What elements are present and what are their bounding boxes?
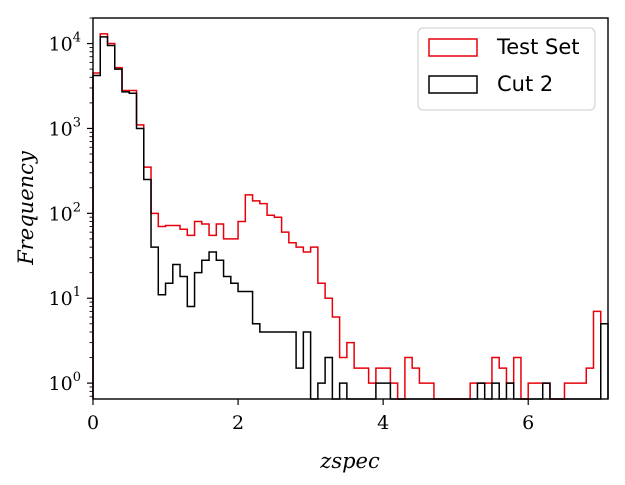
legend-label-cut-2: Cut 2 <box>497 72 553 96</box>
legend-box <box>417 27 596 111</box>
x-tick-label: 0 <box>87 412 99 434</box>
y-tick-label: 101 <box>49 285 81 310</box>
x-tick-label: 6 <box>522 412 534 434</box>
legend-label-test-set: Test Set <box>496 35 580 59</box>
legend-swatch-cut-2 <box>428 75 478 94</box>
x-axis: 0 2 4 6 <box>87 399 534 434</box>
y-tick-label: 102 <box>49 200 81 225</box>
legend-swatch-test-set <box>428 38 478 57</box>
x-axis-label: zspec <box>319 449 380 473</box>
legend: Test Set Cut 2 <box>417 27 596 111</box>
y-tick-label: 103 <box>49 115 81 140</box>
x-tick-label: 4 <box>377 412 389 434</box>
plot-frame <box>92 17 609 400</box>
y-tick-label: 100 <box>49 370 81 395</box>
y-axis-label: Frequency <box>14 150 38 266</box>
x-tick-label: 2 <box>232 412 244 434</box>
y-axis: 100 101 102 103 104 <box>49 17 93 397</box>
y-tick-label: 104 <box>49 31 81 56</box>
